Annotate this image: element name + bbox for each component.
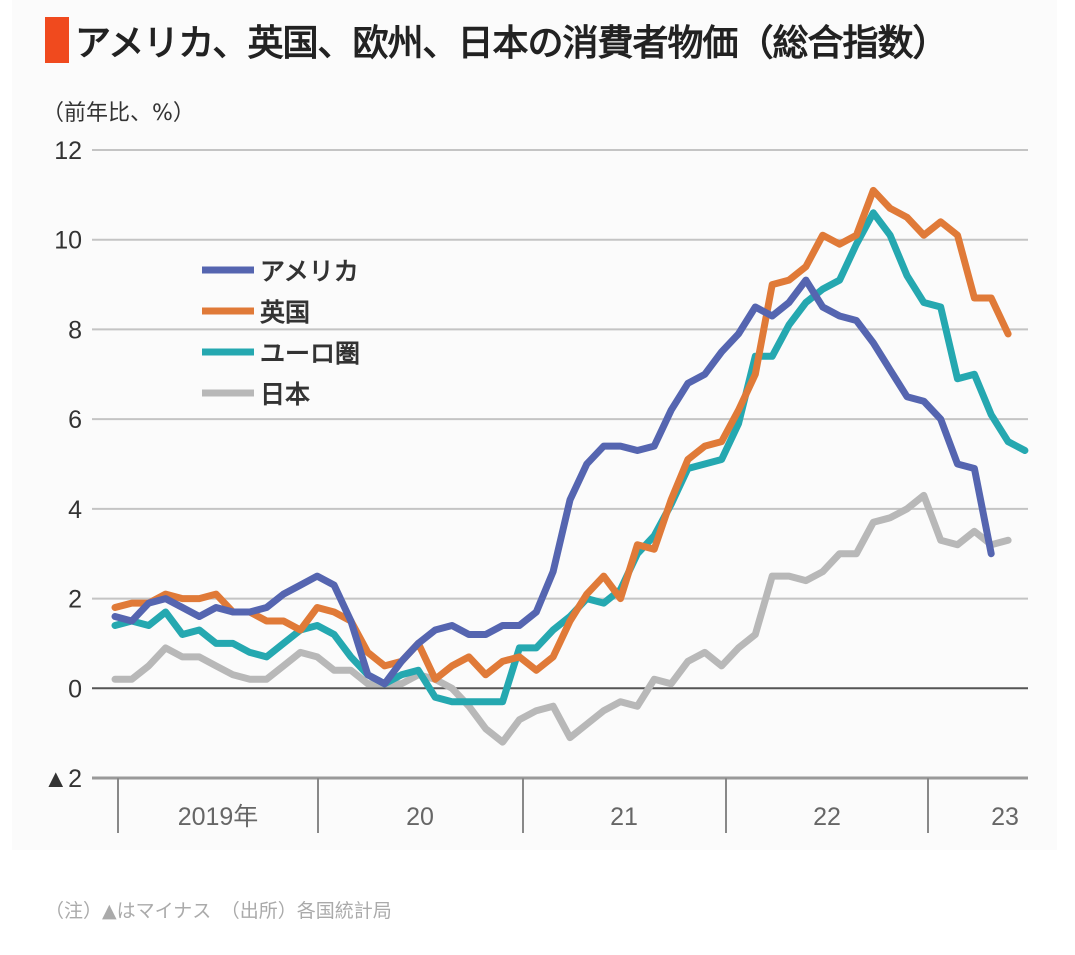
x-tick-label: 22: [813, 803, 841, 831]
x-tick-label: 23: [991, 803, 1019, 831]
y-axis-ticks: 12 10 8 6 4 2 0 ▲2: [43, 137, 82, 793]
series-line-japan: [111, 491, 1012, 746]
title-accent-square-icon: [45, 17, 69, 63]
y-tick-label: 10: [54, 227, 82, 255]
legend-label: 英国: [260, 298, 310, 327]
chart-title-block: アメリカ、英国、欧州、日本の消費者物価（総合指数）: [45, 14, 948, 66]
y-tick-label: 8: [68, 316, 82, 344]
y-tick-label: 12: [54, 137, 82, 165]
legend-label: アメリカ: [260, 257, 359, 286]
chart-title: アメリカ、英国、欧州、日本の消費者物価（総合指数）: [75, 23, 948, 64]
gridlines: [92, 149, 1028, 780]
x-tick-label: 21: [610, 803, 638, 831]
legend-label: ユーロ圏: [260, 339, 360, 368]
y-axis-unit-label: （前年比、%）: [42, 101, 195, 126]
y-tick-label: 0: [68, 675, 82, 703]
series-lines: [111, 186, 1029, 746]
x-axis: 2019年 20 21 22 23: [117, 778, 1019, 833]
series-line-usa: [111, 276, 995, 688]
series-line-uk: [111, 186, 1012, 683]
footnote-source: （注）▲はマイナス （出所）各国統計局: [45, 900, 392, 922]
legend-label: 日本: [260, 380, 310, 409]
y-tick-label: 4: [68, 496, 82, 524]
x-tick-label: 20: [406, 803, 434, 831]
y-tick-label: 2: [68, 586, 82, 614]
y-tick-label: 6: [68, 406, 82, 434]
x-tick-label: 2019年: [178, 803, 259, 831]
y-tick-label: ▲2: [43, 765, 82, 793]
